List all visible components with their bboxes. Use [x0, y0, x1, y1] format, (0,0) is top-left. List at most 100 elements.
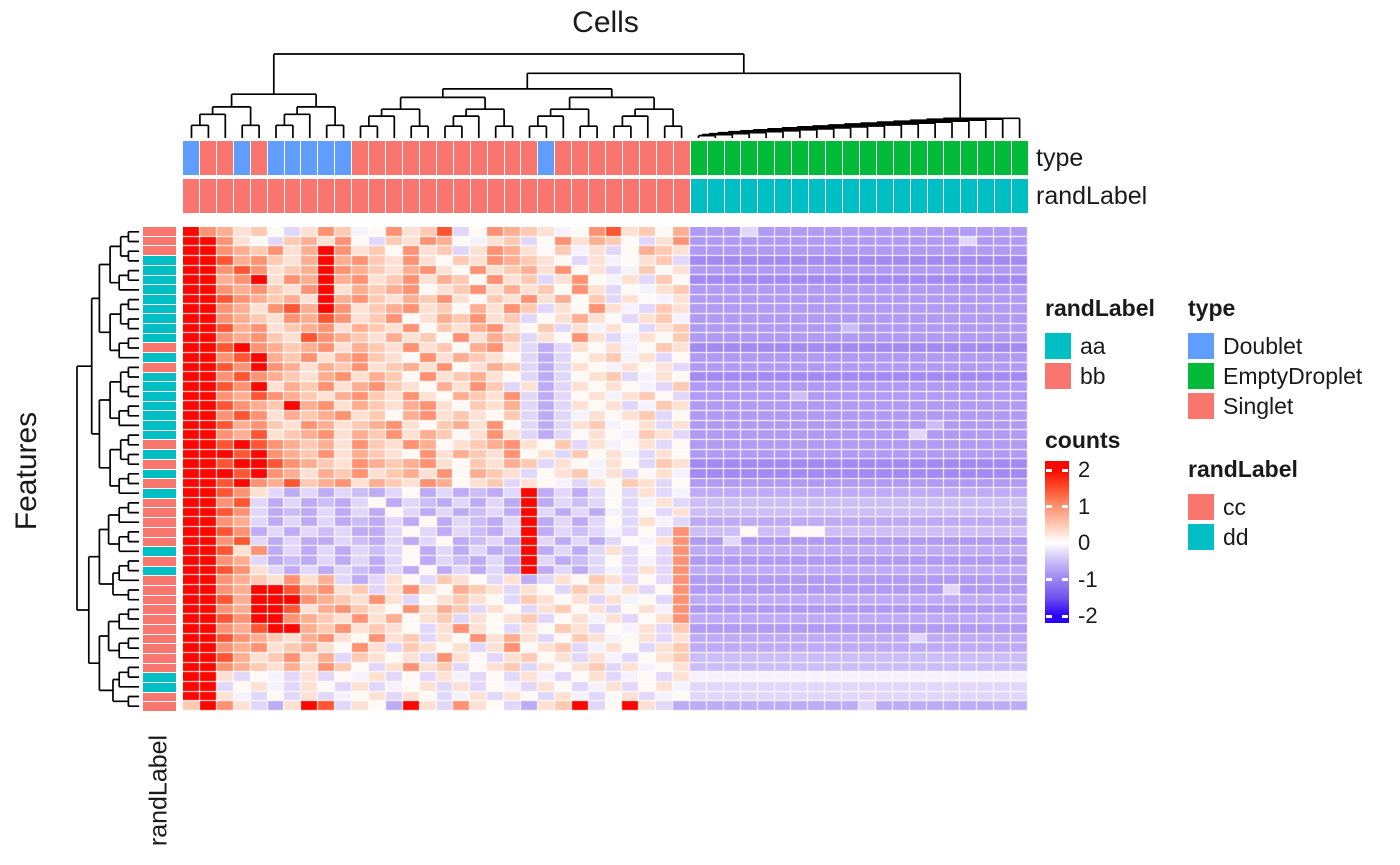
annotation-cell — [673, 141, 690, 175]
legend-item-bb: bb — [1045, 363, 1375, 389]
annotation-cell — [487, 179, 504, 213]
counts-tick-label: -2 — [1078, 603, 1098, 628]
annotation-cell — [143, 586, 176, 595]
annotation-cell — [690, 141, 707, 175]
annotation-cell — [606, 141, 622, 175]
legend-title: type — [1188, 295, 1236, 321]
annotation-cell — [143, 498, 176, 508]
legend-label-aa: aa — [1080, 332, 1106, 359]
annotation-cell — [961, 179, 978, 213]
annotation-cell — [143, 527, 176, 537]
annotation-cell — [143, 692, 176, 702]
annotation-cell — [143, 566, 176, 576]
annotation-cell — [944, 141, 961, 175]
annotation-cell — [775, 141, 792, 175]
annotation-cell — [859, 179, 876, 213]
legend-randlabel-features: randLabel cc dd — [1188, 456, 1400, 554]
colorbar-tick-dash — [1046, 505, 1052, 508]
annotation-cell — [143, 362, 176, 372]
legend-swatch-aa — [1045, 333, 1071, 359]
legend-label-dd: dd — [1223, 523, 1249, 550]
annotation-cell — [402, 141, 419, 175]
annotation-cell — [893, 179, 910, 213]
annotation-cell — [143, 556, 176, 566]
annotation-cell — [143, 343, 176, 353]
annotation-cell — [893, 141, 910, 175]
annotation-cell — [143, 653, 176, 663]
annotation-cell — [143, 421, 176, 430]
annotation-cell — [318, 179, 335, 213]
annotation-cell — [622, 141, 639, 175]
annotation-cell — [143, 459, 176, 469]
annotation-cell — [944, 179, 961, 213]
annotation-cell — [143, 576, 176, 586]
annotation-cell — [470, 179, 487, 213]
annotation-cell — [301, 141, 318, 175]
legend-item-doublet: Doublet — [1188, 333, 1400, 359]
legend-title: counts — [1045, 427, 1121, 453]
annotation-cell — [216, 179, 233, 213]
annotation-cell — [143, 595, 176, 605]
annotation-cell — [199, 141, 216, 175]
annotation-cell — [639, 179, 656, 213]
annotation-cell — [143, 314, 176, 324]
annotation-cell — [419, 179, 436, 213]
annotation-cell — [143, 469, 176, 479]
annotation-cell — [995, 179, 1012, 213]
legend-swatch-doublet — [1188, 333, 1214, 359]
annotation-cell — [876, 141, 893, 175]
annotation-cell — [267, 179, 284, 213]
annotation-cell — [402, 179, 419, 213]
counts-tick-label: 2 — [1078, 457, 1091, 482]
annotation-cell — [707, 179, 724, 213]
counts-tick-label: -1 — [1078, 566, 1098, 592]
annotation-cell — [143, 508, 176, 518]
annotation-cell — [143, 634, 176, 644]
annotation-cell — [572, 179, 589, 213]
annotation-cell — [143, 488, 176, 498]
annotation-cell — [961, 141, 978, 175]
annotation-cell — [143, 537, 176, 547]
annotation-cell — [143, 372, 176, 382]
annotation-cell — [622, 179, 639, 213]
annotation-cell — [656, 141, 673, 175]
annotation-cell — [792, 141, 809, 175]
annotation-cell — [143, 265, 176, 275]
annotation-cell — [572, 141, 589, 175]
legend-swatch-dd — [1188, 524, 1214, 550]
annotation-cell — [910, 141, 927, 175]
annotation-cell — [369, 141, 386, 175]
colorbar-tick-dash — [1062, 578, 1068, 581]
legend-swatch-bb — [1045, 363, 1071, 389]
column-annotation-randlabel-label: randLabel — [1036, 182, 1148, 210]
annotation-cell — [521, 179, 538, 213]
annotation-cell — [143, 227, 176, 236]
annotation-cell — [521, 141, 538, 175]
annotation-cell — [143, 294, 176, 304]
annotation-cell — [335, 179, 352, 213]
annotation-cell — [555, 179, 572, 213]
annotation-cell — [143, 285, 176, 294]
annotation-cell — [809, 179, 826, 213]
annotation-cell — [386, 141, 402, 175]
annotation-cell — [436, 141, 453, 175]
annotation-cell — [724, 141, 741, 175]
annotation-cell — [826, 141, 842, 175]
colorbar-tick-dash — [1062, 468, 1068, 472]
annotation-cell — [555, 141, 572, 175]
counts-tick-label: 0 — [1078, 530, 1091, 555]
annotation-cell — [453, 141, 470, 175]
colorbar-tick-dash — [1062, 541, 1068, 545]
annotation-cell — [143, 644, 176, 653]
annotation-cell — [792, 179, 809, 213]
annotation-cell — [436, 179, 453, 213]
annotation-cell — [724, 179, 741, 213]
annotation-cell — [606, 179, 622, 213]
annotation-cell — [859, 141, 876, 175]
annotation-cell — [487, 141, 504, 175]
legend-item-cc: cc — [1188, 494, 1400, 520]
annotation-cell — [143, 430, 176, 440]
annotation-cell — [504, 179, 521, 213]
legend-swatch-singlet — [1188, 393, 1214, 419]
